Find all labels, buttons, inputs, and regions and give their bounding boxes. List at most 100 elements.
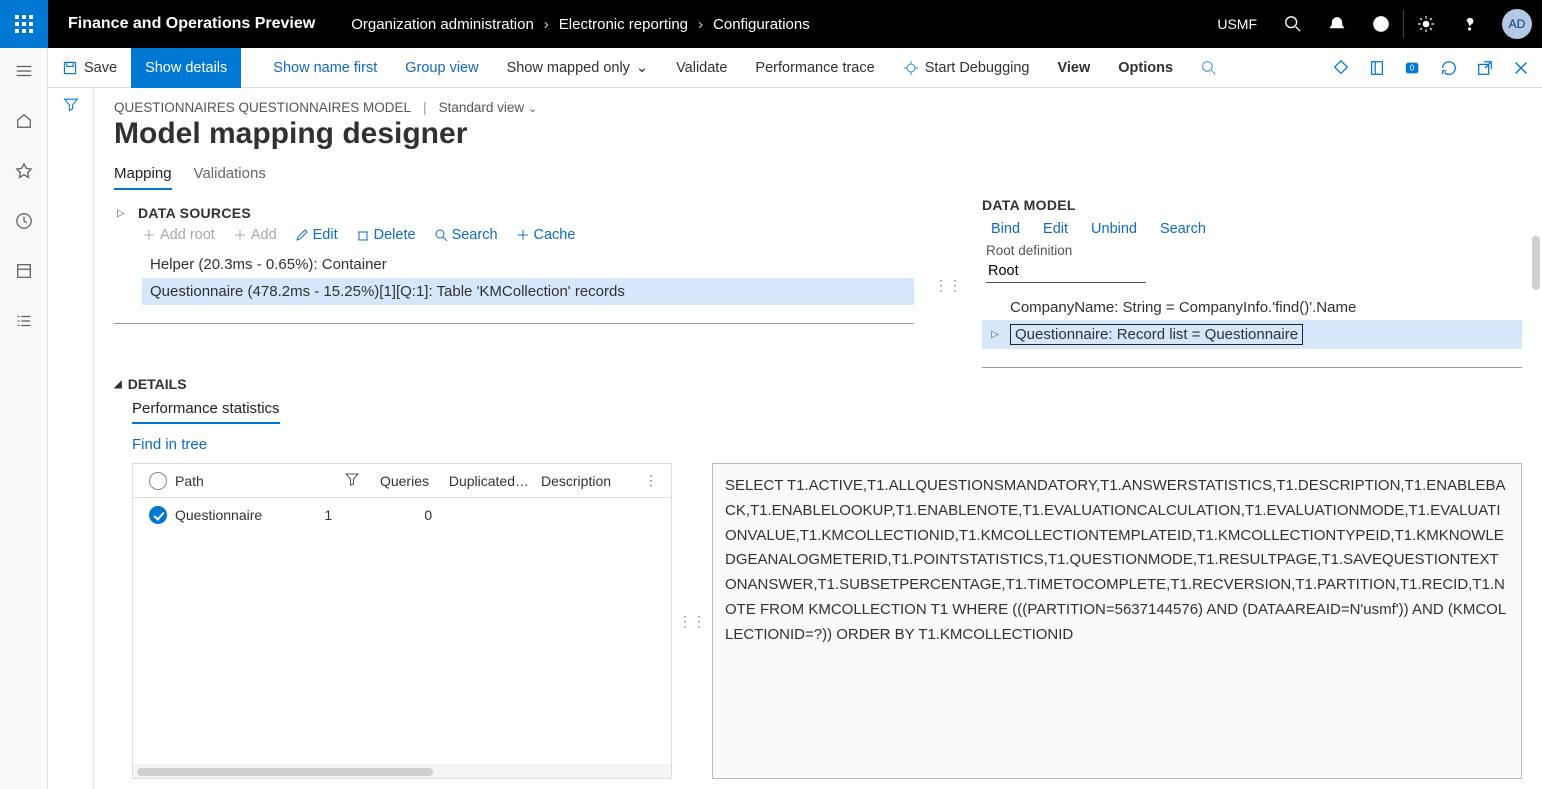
attach-icon[interactable] [1330,57,1352,79]
add-root-button[interactable]: Add root [142,227,215,243]
expand-toggle[interactable]: ▷ [114,208,128,219]
show-mapped-only-label: Show mapped only [507,60,630,76]
vertical-scrollbar[interactable] [1532,236,1540,290]
col-duplicated[interactable]: Duplicated… [429,473,529,489]
tree-row[interactable]: CompanyName: String = CompanyInfo.'find(… [982,295,1522,320]
search-icon [1201,60,1217,76]
refresh-icon[interactable] [1438,57,1460,79]
expand-toggle[interactable]: ▷ [988,329,1002,340]
avatar[interactable]: AD [1502,9,1532,39]
office-icon[interactable] [1366,57,1388,79]
chevron-down-icon: ⌄ [528,103,537,115]
find-in-tree-link[interactable]: Find in tree [132,436,1522,453]
breadcrumb-item[interactable]: Organization administration [351,16,534,33]
waffle-icon [15,15,33,33]
cache-label: Cache [534,227,576,243]
search-button[interactable]: Search [434,227,498,243]
group-view-button[interactable]: Group view [391,48,492,88]
col-path[interactable]: Path [175,473,204,489]
show-name-first-button[interactable]: Show name first [259,48,391,88]
data-model-heading: DATA MODEL [982,197,1076,213]
statistics-grid: Path Queries Duplicated… Description ⋮ Q… [132,463,672,779]
col-queries[interactable]: Queries [359,473,429,489]
popout-icon[interactable] [1474,57,1496,79]
workspace-icon[interactable] [0,254,48,288]
sql-text[interactable]: SELECT T1.ACTIVE,T1.ALLQUESTIONSMANDATOR… [712,463,1522,779]
root-definition-label: Root definition [986,243,1522,258]
view-name: Standard view [439,100,525,115]
divider: | [423,100,427,115]
select-all-checkbox[interactable] [149,472,167,490]
show-details-button[interactable]: Show details [131,48,241,88]
close-icon[interactable] [1510,57,1532,79]
edit-button[interactable]: Edit [1038,221,1068,237]
show-details-label: Show details [145,60,227,76]
filter-icon[interactable] [345,472,359,489]
divider [982,367,1522,368]
gear-icon[interactable] [1404,0,1448,48]
pencil-icon [295,228,309,242]
modules-icon[interactable] [0,304,48,338]
smiley-icon[interactable] [1359,0,1403,48]
row-checkbox[interactable] [149,506,167,524]
view-selector[interactable]: Standard view ⌄ [439,100,538,115]
tree-row-label: Questionnaire: Record list = Questionnai… [1010,324,1303,345]
root-definition-input[interactable] [986,260,1146,283]
system-buttons: 0 [1324,57,1542,79]
clock-icon[interactable] [0,204,48,238]
hamburger-icon[interactable] [0,54,48,88]
star-icon[interactable] [0,154,48,188]
unbind-button[interactable]: Unbind [1086,221,1137,237]
help-icon[interactable] [1448,0,1492,48]
cache-button[interactable]: Cache [516,227,576,243]
add-button[interactable]: Add [233,227,277,243]
splitter[interactable]: ⋮⋮ [688,463,696,779]
horizontal-scrollbar[interactable] [133,764,671,778]
cell-duplicated: 0 [332,507,432,523]
collapse-toggle[interactable]: ◢ [114,379,122,390]
cell-path: Questionnaire [175,507,262,523]
bind-button[interactable]: Bind [986,221,1020,237]
view-button[interactable]: View [1043,48,1104,88]
pin-badge-icon[interactable]: 0 [1402,57,1424,79]
performance-trace-button[interactable]: Performance trace [741,48,888,88]
breadcrumb-item[interactable]: Electronic reporting [559,16,688,33]
bind-label: Bind [991,221,1020,237]
tab-performance-statistics[interactable]: Performance statistics [132,400,280,424]
search-label: Search [1160,221,1206,237]
edit-button[interactable]: Edit [295,227,338,243]
data-sources-heading: DATA SOURCES [138,205,251,221]
delete-button[interactable]: Delete [356,227,416,243]
tree-row[interactable]: Helper (20.3ms - 0.65%): Container [142,251,914,278]
filter-pane-toggle[interactable] [48,88,94,789]
chevron-right-icon: › [698,16,703,33]
more-icon[interactable]: ⋮ [639,472,663,489]
search-button[interactable]: Search [1155,221,1206,237]
splitter[interactable]: ⋮⋮ [944,197,952,374]
bell-icon[interactable] [1315,0,1359,48]
save-button[interactable]: Save [48,48,131,88]
page-tabs: Mapping Validations [114,165,1522,191]
tab-mapping[interactable]: Mapping [114,165,172,190]
data-sources-tree: Helper (20.3ms - 0.65%): Container Quest… [142,251,914,305]
start-debugging-button[interactable]: Start Debugging [889,48,1044,88]
tree-row-selected[interactable]: Questionnaire (478.2ms - 15.25%)[1][Q:1]… [142,278,914,305]
tree-row-selected[interactable]: ▷ Questionnaire: Record list = Questionna… [982,320,1522,349]
breadcrumb-item[interactable]: Configurations [713,16,810,33]
col-description[interactable]: Description [529,473,639,489]
options-label: Options [1118,60,1173,76]
show-mapped-only-button[interactable]: Show mapped only ⌄ [493,48,662,88]
unbind-label: Unbind [1091,221,1137,237]
add-root-label: Add root [160,227,215,243]
app-launcher-button[interactable] [0,0,48,48]
grid-row[interactable]: Questionnaire 1 0 [133,498,574,532]
cell-queries: 1 [262,507,332,523]
validate-button[interactable]: Validate [662,48,741,88]
search-icon[interactable] [1271,0,1315,48]
validate-label: Validate [676,60,727,76]
options-button[interactable]: Options [1104,48,1187,88]
home-icon[interactable] [0,104,48,138]
search-button[interactable] [1187,48,1231,88]
tab-validations[interactable]: Validations [194,165,266,190]
legal-entity[interactable]: USMF [1203,16,1271,32]
